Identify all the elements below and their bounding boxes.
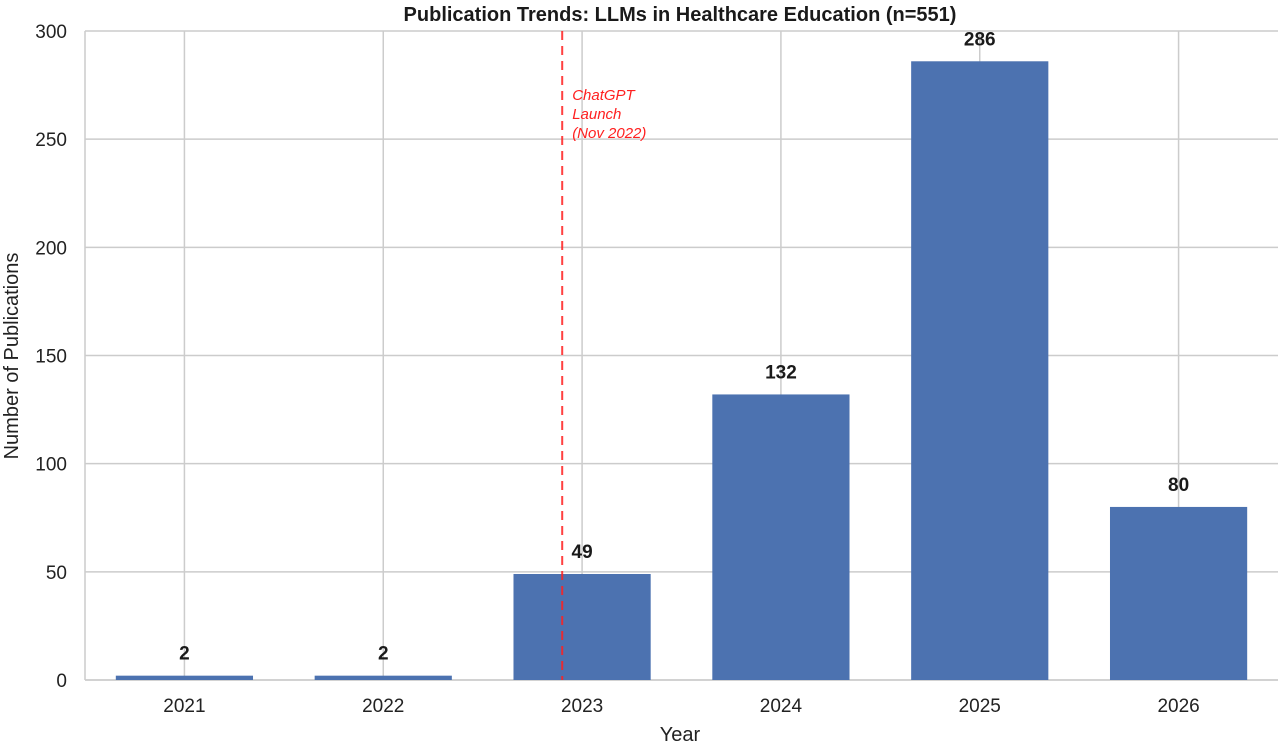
bar-2022 [314,675,452,680]
annotation-layer: ChatGPT Launch (Nov 2022) [561,31,646,680]
annotation-text-line: Launch [572,106,621,123]
data-label-2026: 80 [1168,475,1189,496]
bar-2024 [712,394,850,680]
chart-title: Publication Trends: LLMs in Healthcare E… [404,4,957,26]
bar-2021 [115,675,254,680]
data-label-2025: 286 [964,29,996,50]
axes-layer: 0 50 100 150 200 250 300 2021 2022 2023 2024 2025 20… [35,22,1278,717]
bar-2023 [513,573,651,680]
x-tick-label: 2023 [561,696,603,717]
labels-layer: 2 2 49 132 286 80 [179,29,1189,664]
bar-2025 [911,61,1049,680]
x-tick-label: 2025 [959,696,1001,717]
bar-2026 [1109,506,1248,680]
annotation-text-line: ChatGPT [572,87,636,104]
x-tick-label: 2022 [362,696,404,717]
bars-layer [115,61,1248,680]
grid-layer [85,30,1278,681]
data-label-2022: 2 [378,644,389,665]
y-tick-label: 100 [35,455,67,476]
x-tick-label: 2024 [760,696,803,717]
y-tick-label: 50 [46,563,67,584]
data-label-2021: 2 [179,644,190,665]
x-tick-label: 2026 [1157,696,1199,717]
x-axis-label: Year [660,724,701,744]
y-tick-label: 250 [35,130,67,151]
y-tick-label: 200 [35,238,67,259]
y-tick-label: 300 [35,22,67,43]
y-tick-label: 150 [35,347,67,368]
y-axis-label: Number of Publications [1,253,23,460]
data-label-2024: 132 [765,362,797,383]
annotation-text-line: (Nov 2022) [572,125,646,142]
y-tick-label: 0 [56,671,67,692]
data-label-2023: 49 [572,542,593,563]
x-tick-label: 2021 [163,696,205,717]
